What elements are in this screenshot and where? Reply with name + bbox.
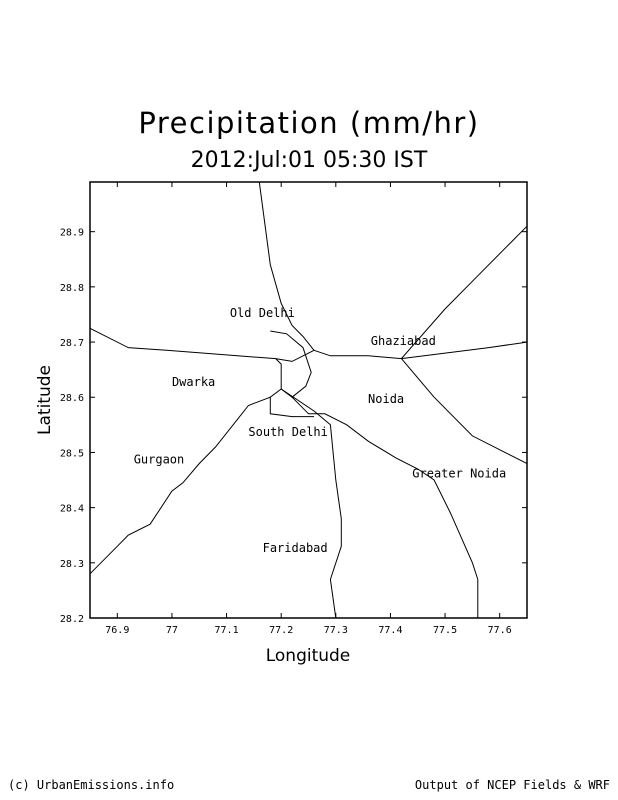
road-line	[90, 182, 315, 362]
y-tick-label: 28.7	[60, 338, 84, 349]
chart-subtitle: 2012:Jul:01 05:30 IST	[190, 148, 428, 173]
x-tick-label: 77.1	[215, 625, 239, 636]
x-tick-label: 77	[166, 625, 178, 636]
city-label: Greater Noida	[412, 466, 506, 480]
y-axis-label: Latitude	[35, 365, 55, 435]
y-tick-label: 28.6	[60, 393, 84, 404]
city-label: Ghaziabad	[371, 334, 436, 348]
city-label: South Delhi	[248, 425, 327, 439]
y-tick-label: 28.4	[60, 504, 84, 515]
y-tick-label: 28.9	[60, 228, 84, 239]
copyright-footer: (c) UrbanEmissions.info	[8, 778, 175, 792]
x-tick-label: 77.4	[378, 625, 402, 636]
plot-frame	[89, 181, 528, 619]
road-line	[291, 396, 479, 618]
road-line	[90, 388, 282, 575]
x-tick-label: 77.5	[433, 625, 457, 636]
road-line	[401, 358, 527, 464]
x-tick-label: 77.2	[269, 625, 293, 636]
roads-layer	[90, 182, 527, 618]
city-label: Faridabad	[263, 541, 328, 555]
chart-title: Precipitation (mm/hr)	[138, 106, 480, 140]
x-tick-label: 77.3	[324, 625, 348, 636]
city-label: Dwarka	[172, 375, 215, 389]
x-tick-label: 77.6	[488, 625, 512, 636]
city-label: Old Delhi	[230, 306, 295, 320]
y-tick-label: 28.5	[60, 448, 84, 459]
city-label: Noida	[368, 392, 404, 406]
road-line	[269, 397, 314, 418]
city-label: Gurgaon	[134, 452, 185, 466]
y-tick-label: 28.3	[60, 559, 84, 570]
road-line	[280, 388, 342, 618]
road-line	[270, 330, 312, 398]
y-tick-label: 28.2	[60, 614, 84, 625]
road-line	[401, 341, 527, 360]
source-footer: Output of NCEP Fields & WRF	[414, 778, 610, 792]
city-labels-layer: Old Delhi Ghaziabad Dwarka Noida South Delhi…	[134, 306, 507, 555]
x-tick-label: 76.9	[105, 625, 129, 636]
ticks-layer: 76.9 77 77.1 77.2 77.3 77.4 77.5 77.6 28.2 28.3 28…	[60, 182, 527, 636]
x-axis-label: Longitude	[266, 646, 351, 666]
y-tick-label: 28.8	[60, 283, 84, 294]
